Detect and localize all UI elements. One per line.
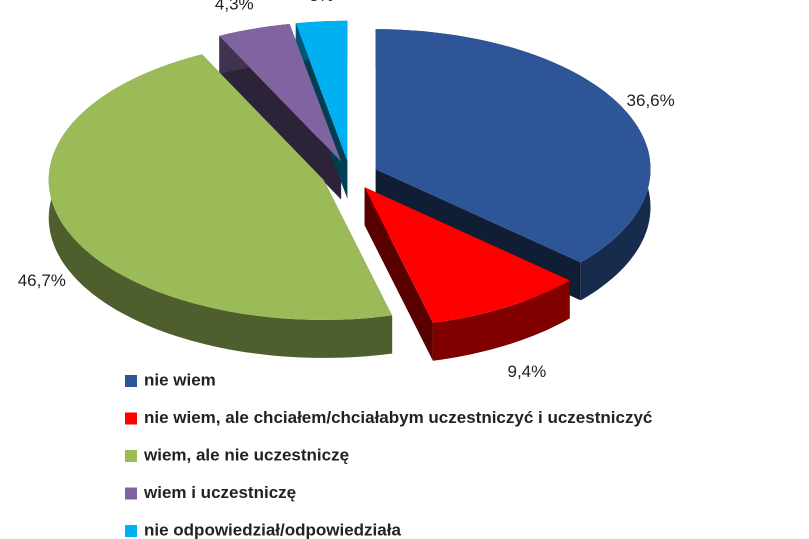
legend-label: nie odpowiedział/odpowiedziała: [144, 520, 401, 539]
slice: [219, 24, 342, 162]
data-label: 36,6%: [627, 91, 675, 110]
legend-swatch: [125, 450, 137, 462]
slice-side: [48, 54, 393, 358]
legend-label: nie wiem: [144, 370, 216, 389]
legend-swatch: [125, 487, 137, 500]
slice: [295, 20, 348, 161]
slice-side: [432, 280, 570, 361]
data-label: 3%: [309, 0, 334, 5]
legend-swatch: [125, 412, 137, 425]
legend-label: nie wiem, ale chciałem/chciałabym uczest…: [144, 408, 652, 427]
legend-swatch: [125, 375, 137, 387]
legend-swatch: [125, 525, 137, 537]
slice-wall: [364, 187, 433, 361]
slice: [375, 29, 651, 263]
data-label: 4,3%: [215, 0, 254, 13]
data-label: 9,4%: [508, 362, 547, 381]
slice-wall: [219, 36, 342, 200]
legend-label: wiem i uczestniczę: [143, 483, 296, 502]
slice: [364, 187, 570, 323]
legend-label: wiem, ale nie uczestniczę: [143, 445, 349, 464]
pie-tops: [48, 20, 651, 323]
slice: [48, 54, 393, 320]
data-label: 46,7%: [18, 271, 66, 290]
